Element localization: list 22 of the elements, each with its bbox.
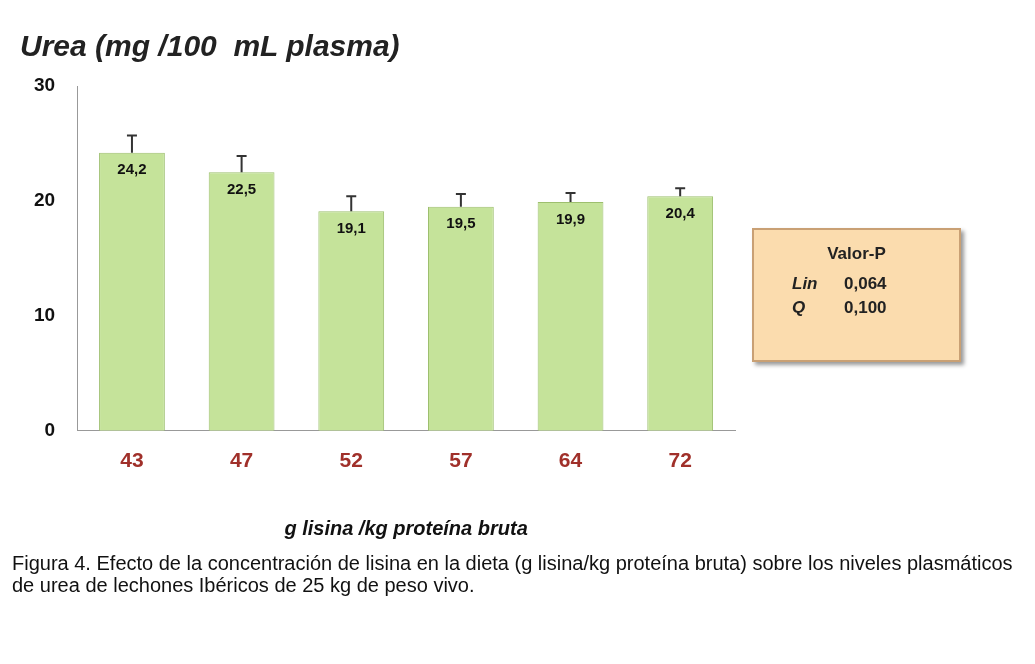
text: Valor-P (826, 244, 887, 264)
data-label: 19,5 (446, 214, 476, 232)
x-tick-label: 72 (668, 448, 692, 472)
x-tick-label: 64 (558, 448, 583, 472)
data-label: 22,5 (227, 179, 257, 197)
x-tick-label: 57 (449, 448, 473, 472)
x-tick-label: 52 (339, 448, 363, 472)
chart-title: Urea (mg /100 mL plasma) (20, 29, 400, 63)
data-label: 19,1 (336, 218, 366, 236)
data-label: 19,9 (555, 209, 586, 227)
y-tick-label: 10 (33, 304, 56, 326)
x-axis-title: g lisina /kg proteína bruta (283, 516, 528, 539)
text: Q 0,100 (792, 298, 887, 317)
data-label: 20,4 (665, 203, 696, 221)
text: Lin 0,064 (792, 274, 887, 293)
y-tick-label: 0 (44, 419, 56, 441)
x-tick-label: 47 (229, 448, 254, 472)
y-tick-label: 20 (33, 189, 56, 211)
y-tick-label: 30 (33, 74, 56, 96)
text: Figura 4. Efecto de la concentración de lisina en la dieta (g lisina/kg proteína bruta) sobre los niveles plasmáticos de urea de lechones Ibéricos de 25 kg de peso vivo. (12, 552, 1014, 596)
x-tick-label: 43 (120, 448, 144, 472)
data-label: 24,2 (117, 160, 147, 178)
